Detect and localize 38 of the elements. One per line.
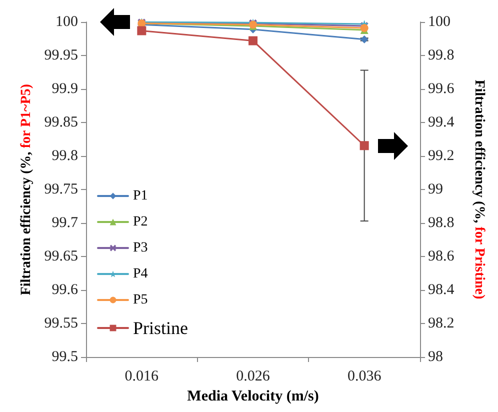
x-tick-label: 0.036 [347,368,382,384]
point [360,35,368,44]
x-tick-label: 0.016 [124,368,160,384]
x-axis-title: Media Velocity (m/s) [187,388,319,404]
y2-tick-label: 100 [428,14,450,30]
y2-tick-label: 99.4 [428,114,455,130]
y2-tick-label: 98 [428,349,443,365]
y2-tick-label: 98.4 [428,282,455,298]
y2-tick-label: 99.6 [428,81,455,97]
y2-tick-label: 98.8 [428,215,454,231]
x-tick-label: 0.026 [236,368,270,384]
y-tick-label: 99.5 [52,349,78,365]
legend-label: Pristine [133,318,188,338]
point [248,36,258,46]
y-tick-label: 100 [56,14,78,30]
y2-tick-label: 99 [428,182,443,198]
y2-tick-label: 99.2 [428,148,454,164]
y-tick-label: 99.6 [52,282,78,298]
legend-label: P3 [133,240,148,256]
y-tick-label: 99.85 [44,114,78,130]
y-tick-label: 99.7 [52,215,78,231]
y-tick-label: 99.9 [52,81,78,97]
y-tick-label: 99.65 [44,248,78,264]
y2-tick-label: 99.8 [428,48,454,64]
y-tick-label: 99.55 [44,316,78,332]
y2-axis-title: Filtration efficiency (%, for Pristine) [472,80,486,300]
y2-tick-label: 98.6 [428,248,455,264]
y2-tick-label: 98.2 [428,316,454,332]
y-tick-label: 99.95 [44,48,78,64]
y-tick-label: 99.75 [44,182,78,198]
legend-label: P2 [133,214,148,230]
y-axis-title: Filtration efficiency (%, for P1~P5) [18,84,34,296]
legend-label: P1 [133,188,148,204]
point [137,26,146,36]
y-tick-label: 99.8 [52,148,78,164]
point [360,141,369,150]
legend-label: P5 [133,292,148,308]
legend-label: P4 [133,266,148,282]
